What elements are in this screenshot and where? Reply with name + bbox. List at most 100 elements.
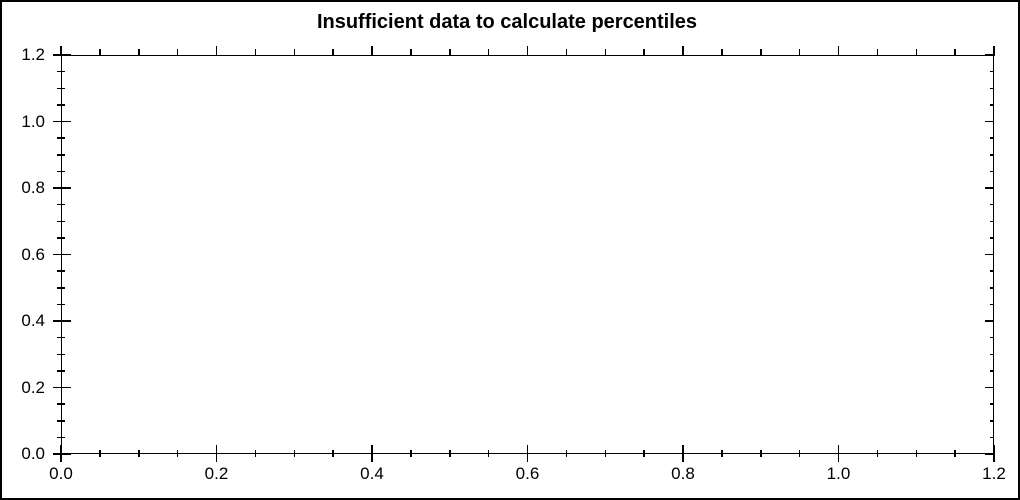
y-axis-minor-tick xyxy=(57,403,65,405)
y-axis-minor-tick xyxy=(57,154,65,156)
x-axis-tick-label: 0.8 xyxy=(671,464,695,483)
x-axis-top-major-tick xyxy=(526,46,529,56)
x-axis-tick-label: 0.0 xyxy=(49,464,73,483)
y-axis-right-minor-tick xyxy=(989,104,994,106)
x-axis-minor-tick xyxy=(604,450,606,457)
y-axis-minor-tick xyxy=(57,270,65,272)
x-axis-top-minor-tick xyxy=(449,48,451,56)
y-axis-minor-tick xyxy=(57,203,65,206)
y-axis-minor-tick xyxy=(57,220,65,222)
x-axis-minor-tick xyxy=(254,450,257,457)
x-axis-minor-tick xyxy=(410,450,412,457)
x-axis-top-major-tick xyxy=(215,46,218,56)
y-axis-tick-label: 0.2 xyxy=(21,377,45,397)
y-axis-minor-tick xyxy=(57,137,65,139)
y-axis-right-minor-tick xyxy=(989,237,994,239)
y-axis-minor-tick xyxy=(57,436,65,439)
x-axis-major-tick xyxy=(371,445,373,462)
y-axis-minor-tick xyxy=(57,370,65,372)
y-axis-minor-tick xyxy=(57,303,65,306)
y-axis-minor-tick xyxy=(57,353,65,355)
x-axis-tick-label: 0.2 xyxy=(204,464,229,483)
x-axis-major-tick xyxy=(526,445,529,462)
x-axis-minor-tick xyxy=(332,450,334,457)
y-axis-right-major-tick xyxy=(985,187,994,189)
y-axis-right-minor-tick xyxy=(989,220,994,222)
x-axis-tick-label: 1.2 xyxy=(982,464,1006,483)
x-axis-minor-tick xyxy=(876,450,879,457)
x-axis-top-minor-tick xyxy=(176,48,179,56)
y-axis-right-minor-tick xyxy=(989,270,994,272)
x-axis-minor-tick xyxy=(798,450,801,457)
x-axis-minor-tick xyxy=(138,450,140,457)
y-axis-right-major-tick xyxy=(985,320,994,322)
y-axis-major-tick xyxy=(52,54,71,56)
x-axis-top-minor-tick xyxy=(410,48,412,56)
x-axis-top-major-tick xyxy=(682,46,684,56)
x-axis-top-major-tick xyxy=(993,46,995,56)
y-axis-tick-label: 0.6 xyxy=(21,244,45,264)
x-axis-minor-tick xyxy=(954,450,956,457)
y-axis-tick-label: 1.0 xyxy=(21,111,45,131)
y-axis-right-minor-tick xyxy=(989,287,994,289)
y-axis-right-major-tick xyxy=(985,386,994,389)
x-axis-minor-tick xyxy=(643,450,645,457)
x-axis-top-minor-tick xyxy=(138,48,140,56)
y-axis-right-minor-tick xyxy=(989,336,994,339)
y-axis-right-minor-tick xyxy=(989,154,994,156)
x-axis-top-minor-tick xyxy=(254,48,257,56)
y-axis-major-tick xyxy=(52,386,71,389)
x-axis-top-minor-tick xyxy=(798,48,801,56)
x-axis-tick-label: 0.6 xyxy=(515,464,540,483)
x-axis-top-minor-tick xyxy=(643,48,645,56)
y-axis-right-major-tick xyxy=(985,120,994,123)
x-axis-minor-tick xyxy=(915,450,917,457)
x-axis-top-minor-tick xyxy=(915,48,917,56)
x-axis-top-minor-tick xyxy=(760,48,762,56)
x-axis-major-tick xyxy=(682,445,684,462)
x-axis-top-minor-tick xyxy=(565,48,568,56)
x-axis-minor-tick xyxy=(293,450,295,457)
y-axis-minor-tick xyxy=(57,170,65,173)
x-axis-top-minor-tick xyxy=(721,48,723,56)
x-axis-tick-label: 1.0 xyxy=(826,464,851,483)
x-axis-minor-tick xyxy=(487,450,490,457)
y-axis-right-minor-tick xyxy=(989,137,994,139)
x-axis-top-minor-tick xyxy=(954,48,956,56)
y-axis-right-minor-tick xyxy=(989,303,994,306)
y-axis-right-minor-tick xyxy=(989,170,994,173)
y-axis-right-minor-tick xyxy=(989,87,994,89)
y-axis-right-major-tick xyxy=(985,253,994,256)
x-axis-major-tick xyxy=(837,445,840,462)
x-axis-top-minor-tick xyxy=(99,48,101,56)
x-axis-top-major-tick xyxy=(371,46,373,56)
y-axis-right-minor-tick xyxy=(989,70,994,73)
y-axis-right-major-tick xyxy=(985,54,994,56)
x-axis-top-major-tick xyxy=(837,46,840,56)
plot-area xyxy=(61,55,994,454)
x-axis-minor-tick xyxy=(565,450,568,457)
x-axis-minor-tick xyxy=(99,450,101,457)
y-axis-tick-label: 0.8 xyxy=(21,178,45,197)
y-axis-minor-tick xyxy=(57,287,65,289)
x-axis-major-tick xyxy=(993,445,995,462)
y-axis-minor-tick xyxy=(57,237,65,239)
x-axis-top-minor-tick xyxy=(604,48,606,56)
y-axis-minor-tick xyxy=(57,87,65,89)
x-axis-minor-tick xyxy=(449,450,451,457)
y-axis-major-tick xyxy=(52,187,71,189)
y-axis-major-tick xyxy=(52,320,71,322)
x-axis-top-minor-tick xyxy=(293,48,295,56)
y-axis-right-minor-tick xyxy=(989,370,994,372)
y-axis-right-minor-tick xyxy=(989,420,994,422)
y-axis-right-major-tick xyxy=(985,453,994,455)
y-axis-right-minor-tick xyxy=(989,436,994,439)
x-axis-minor-tick xyxy=(721,450,723,457)
x-axis-major-tick xyxy=(215,445,218,462)
x-axis-top-minor-tick xyxy=(876,48,879,56)
x-axis-top-minor-tick xyxy=(332,48,334,56)
x-axis-minor-tick xyxy=(760,450,762,457)
y-axis-tick-label: 1.2 xyxy=(21,45,45,64)
y-axis-major-tick xyxy=(52,453,71,455)
y-axis-minor-tick xyxy=(57,336,65,339)
